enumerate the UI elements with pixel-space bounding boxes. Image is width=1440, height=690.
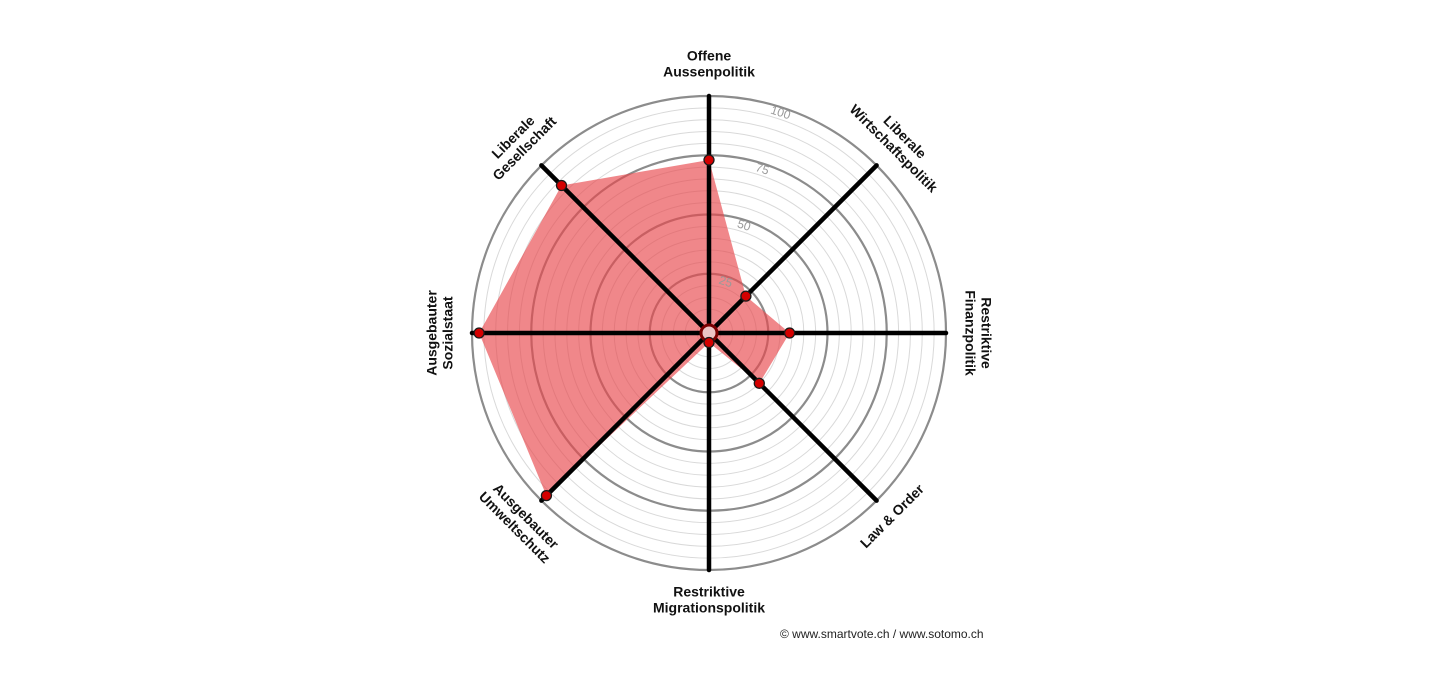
- data-points: [473, 154, 796, 502]
- series-area-layer: [479, 160, 790, 496]
- data-point[interactable]: [473, 327, 485, 339]
- axis-label-line: Offene: [687, 48, 732, 64]
- axis-label: Ausgebauter Sozialstaat: [424, 290, 456, 376]
- axis-label-line: Finanzpolitik: [962, 290, 978, 376]
- axis-label-line: Sozialstaat: [440, 296, 456, 369]
- data-point[interactable]: [740, 290, 752, 302]
- axis-spoke: [539, 330, 712, 503]
- tick-label: 50: [736, 216, 753, 234]
- series-area: [479, 160, 790, 496]
- data-point[interactable]: [703, 154, 715, 166]
- data-point[interactable]: [703, 336, 715, 349]
- axis-spoke: [706, 163, 879, 336]
- data-point[interactable]: [753, 377, 765, 389]
- axis-spokes: [469, 93, 949, 573]
- tick-label: 100: [769, 103, 793, 123]
- axis-label-line: Migrationspolitik: [653, 600, 765, 616]
- data-point[interactable]: [783, 327, 796, 339]
- axis-label-line: Aussenpolitik: [663, 64, 755, 80]
- source-credit[interactable]: © www.smartvote.ch / www.sotomo.ch: [780, 627, 984, 641]
- axis-label-line: Restriktive: [673, 584, 745, 600]
- data-point[interactable]: [555, 179, 568, 192]
- tick-label: 75: [754, 160, 771, 178]
- axis-label-line: Ausgebauter: [424, 290, 440, 376]
- axis-label-line: Restriktive: [978, 297, 994, 369]
- tick-label: 25: [717, 273, 734, 291]
- axis-spoke: [706, 330, 879, 503]
- axis-spoke: [539, 163, 712, 336]
- tick-labels: 25 50 75 100: [717, 103, 792, 291]
- data-point[interactable]: [540, 489, 553, 502]
